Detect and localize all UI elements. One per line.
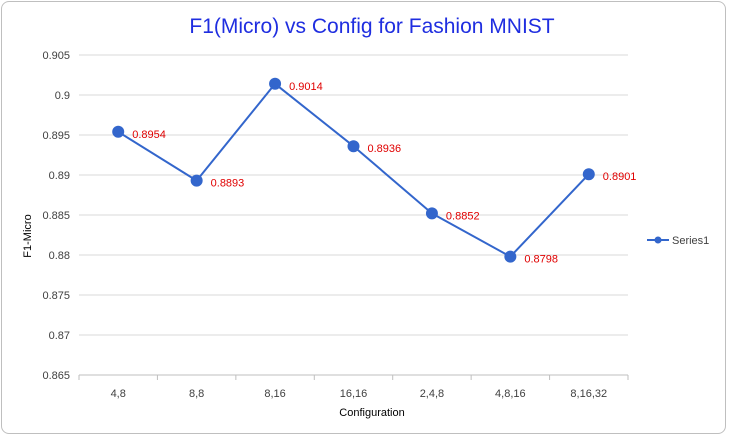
data-point xyxy=(112,125,125,138)
data-point xyxy=(504,250,517,263)
x-tick-label: 16,16 xyxy=(340,388,368,400)
y-tick-label: 0.885 xyxy=(42,210,70,222)
legend: Series1 xyxy=(647,235,709,247)
y-tick-label: 0.87 xyxy=(49,330,70,342)
data-point xyxy=(347,140,360,153)
chart-title: F1(Micro) vs Config for Fashion MNIST xyxy=(189,15,554,38)
data-point xyxy=(269,77,282,90)
y-tick-label: 0.88 xyxy=(49,250,70,262)
y-tick-label: 0.89 xyxy=(49,170,70,182)
data-label: 0.8893 xyxy=(211,178,245,190)
data-label: 0.8954 xyxy=(132,129,166,141)
x-axis-ticks: 4,8 8,8 8,16 16,16 2,4,8 4,8,16 8,16,32 xyxy=(78,375,629,400)
x-tick-label: 8,16 xyxy=(264,388,285,400)
legend-dot-marker xyxy=(654,236,662,244)
data-label: 0.8936 xyxy=(368,143,402,155)
data-label: 0.8852 xyxy=(446,210,480,222)
y-tick-label: 0.9 xyxy=(55,90,70,102)
y-tick-label: 0.875 xyxy=(42,290,70,302)
data-labels: 0.8954 0.8893 0.9014 0.8936 0.8852 0.8798 0.89… xyxy=(132,81,636,266)
y-axis-title: F1-Micro xyxy=(22,214,34,257)
x-tick-label: 4,8 xyxy=(111,388,126,400)
x-tick-label: 8,16,32 xyxy=(570,388,607,400)
x-tick-label: 2,4,8 xyxy=(420,388,444,400)
y-axis-ticks: 0.865 0.87 0.875 0.88 0.885 0.89 0.895 0.9 0.905 xyxy=(42,50,70,382)
data-point xyxy=(425,207,438,220)
data-point xyxy=(582,168,595,181)
data-label: 0.8798 xyxy=(524,254,558,266)
y-tick-label: 0.895 xyxy=(42,130,70,142)
gridlines xyxy=(79,54,628,376)
series-line xyxy=(112,77,595,263)
x-tick-label: 8,8 xyxy=(189,388,204,400)
data-label: 0.9014 xyxy=(289,81,323,93)
data-label: 0.8901 xyxy=(603,171,637,183)
x-axis-title: Configuration xyxy=(339,407,404,419)
y-tick-label: 0.865 xyxy=(42,370,70,382)
series-polyline xyxy=(117,82,590,258)
legend-entry-series1: Series1 xyxy=(672,235,709,247)
data-point xyxy=(190,174,203,187)
x-tick-label: 4,8,16 xyxy=(495,388,526,400)
y-tick-label: 0.905 xyxy=(42,50,70,62)
